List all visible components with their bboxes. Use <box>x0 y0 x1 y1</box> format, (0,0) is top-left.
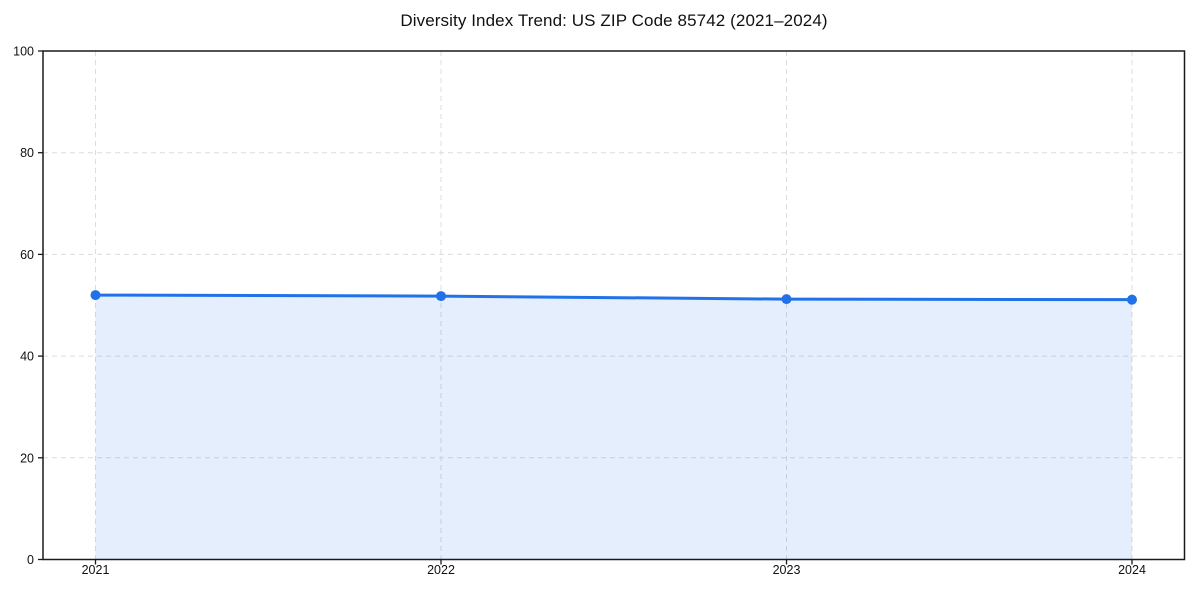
x-axis-tick-label: 2022 <box>427 563 455 577</box>
y-axis-tick-label: 40 <box>20 350 34 364</box>
y-axis-tick-label: 80 <box>20 146 34 160</box>
y-axis-tick-label: 60 <box>20 248 34 262</box>
data-point-marker <box>436 291 446 302</box>
x-axis-tick-label: 2023 <box>773 563 801 577</box>
plot-border <box>42 50 1186 561</box>
y-axis-tick-label: 100 <box>13 45 34 59</box>
x-axis-tick-label: 2024 <box>1118 563 1146 577</box>
trend-line <box>94 293 1134 302</box>
y-axis-tick-label: 20 <box>20 451 34 465</box>
y-axis-tick-label: 0 <box>27 553 34 567</box>
data-point-marker <box>781 294 792 305</box>
x-axis-tick-label: 2021 <box>82 563 110 577</box>
area-fill <box>95 295 1132 560</box>
data-point-marker <box>1127 294 1137 305</box>
data-point-marker <box>90 290 101 301</box>
chart-title: Diversity Index Trend: US ZIP Code 85742… <box>400 11 828 30</box>
